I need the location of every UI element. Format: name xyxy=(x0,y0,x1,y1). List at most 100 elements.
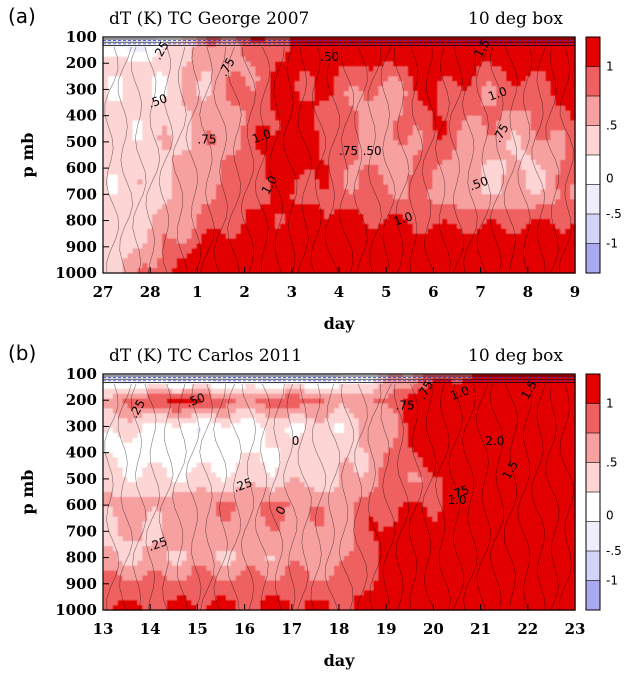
heatmap-cell xyxy=(270,130,276,136)
heatmap-cell xyxy=(530,96,537,102)
heatmap-cell xyxy=(422,135,429,141)
heatmap-cell xyxy=(280,150,286,156)
heatmap-cell xyxy=(255,209,261,215)
heatmap-cell xyxy=(235,184,242,191)
heatmap-cell xyxy=(103,140,109,146)
heatmap-cell xyxy=(348,86,355,92)
heatmap-cell xyxy=(157,135,163,141)
heatmap-cell xyxy=(201,378,207,385)
heatmap-cell xyxy=(230,253,237,259)
heatmap-cell xyxy=(378,37,384,43)
heatmap-cell xyxy=(452,268,458,274)
heatmap-cell xyxy=(270,105,276,112)
heatmap-cell xyxy=(339,125,345,132)
heatmap-cell xyxy=(432,199,438,205)
heatmap-cell xyxy=(142,140,148,146)
heatmap-cell xyxy=(196,189,202,195)
heatmap-cell xyxy=(103,150,109,156)
heatmap-cell xyxy=(402,155,409,161)
heatmap-cell xyxy=(289,100,296,107)
heatmap-cell xyxy=(398,263,404,269)
heatmap-cell xyxy=(275,238,281,245)
heatmap-cell xyxy=(157,199,163,205)
heatmap-cell xyxy=(422,81,429,87)
heatmap-cell xyxy=(103,199,109,205)
heatmap-cell xyxy=(550,41,556,48)
heatmap-cell xyxy=(191,150,198,156)
heatmap-cell xyxy=(122,204,129,210)
heatmap-cell xyxy=(452,130,458,136)
heatmap-cell xyxy=(437,81,443,87)
heatmap-cell xyxy=(545,86,552,92)
heatmap-cell xyxy=(166,204,173,210)
heatmap-cell xyxy=(471,37,478,43)
heatmap-cell xyxy=(398,61,404,68)
heatmap-cell xyxy=(216,81,222,87)
heatmap-cell xyxy=(383,209,389,215)
heatmap-cell xyxy=(142,105,148,112)
heatmap-cell xyxy=(157,383,163,390)
heatmap-cell xyxy=(260,258,266,264)
heatmap-cell xyxy=(334,258,340,264)
heatmap-cell xyxy=(373,223,379,230)
heatmap-cell xyxy=(388,66,394,73)
heatmap-cell xyxy=(388,268,394,274)
heatmap-cell xyxy=(383,125,389,132)
heatmap-cell xyxy=(304,174,311,181)
heatmap-cell xyxy=(525,253,532,259)
heatmap-cell xyxy=(166,214,173,220)
heatmap-cell xyxy=(206,86,212,92)
heatmap-cell xyxy=(329,46,335,53)
heatmap-cell xyxy=(225,164,232,171)
heatmap-cell xyxy=(343,71,350,77)
heatmap-cell xyxy=(412,164,419,171)
heatmap-cell xyxy=(304,194,311,200)
heatmap-cell xyxy=(368,66,375,73)
heatmap-cell xyxy=(481,268,488,274)
heatmap-cell xyxy=(393,110,399,117)
heatmap-cell xyxy=(265,169,271,176)
heatmap-cell xyxy=(525,258,532,264)
heatmap-cell xyxy=(491,263,497,269)
heatmap-cell xyxy=(206,155,212,161)
heatmap-cell xyxy=(245,248,252,254)
heatmap-cell xyxy=(147,155,153,161)
panel-letter: (b) xyxy=(8,341,36,365)
heatmap-cell xyxy=(112,145,119,151)
heatmap-cell xyxy=(245,150,252,156)
heatmap-cell xyxy=(339,105,345,112)
heatmap-cell xyxy=(334,76,340,82)
heatmap-cell xyxy=(407,194,414,200)
heatmap-cell xyxy=(166,100,173,107)
heatmap-cell xyxy=(250,51,257,58)
heatmap-cell xyxy=(520,214,527,220)
heatmap-cell xyxy=(452,37,458,43)
heatmap-cell xyxy=(166,145,173,151)
heatmap-cell xyxy=(417,189,424,195)
heatmap-cell xyxy=(162,37,168,43)
heatmap-cell xyxy=(481,228,488,235)
heatmap-cell xyxy=(525,37,532,43)
heatmap-cell xyxy=(373,125,379,132)
heatmap-cell xyxy=(530,248,537,254)
heatmap-cell xyxy=(147,378,153,385)
heatmap-cell xyxy=(358,105,365,112)
heatmap-cell xyxy=(496,61,502,68)
heatmap-cell xyxy=(437,218,443,225)
heatmap-cell xyxy=(442,145,448,151)
heatmap-cell xyxy=(343,194,350,200)
heatmap-cell xyxy=(407,46,414,53)
heatmap-cell xyxy=(329,96,335,102)
heatmap-cell xyxy=(127,100,134,107)
heatmap-cell xyxy=(255,125,261,132)
heatmap-cell xyxy=(461,189,468,195)
heatmap-cell xyxy=(216,41,222,48)
heatmap-cell xyxy=(496,218,502,225)
heatmap-cell xyxy=(550,378,556,385)
heatmap-cell xyxy=(157,194,163,200)
heatmap-cell xyxy=(437,248,443,254)
heatmap-cell xyxy=(147,71,153,77)
heatmap-cell xyxy=(511,253,517,259)
heatmap-cell xyxy=(280,214,286,220)
heatmap-cell xyxy=(398,253,404,259)
